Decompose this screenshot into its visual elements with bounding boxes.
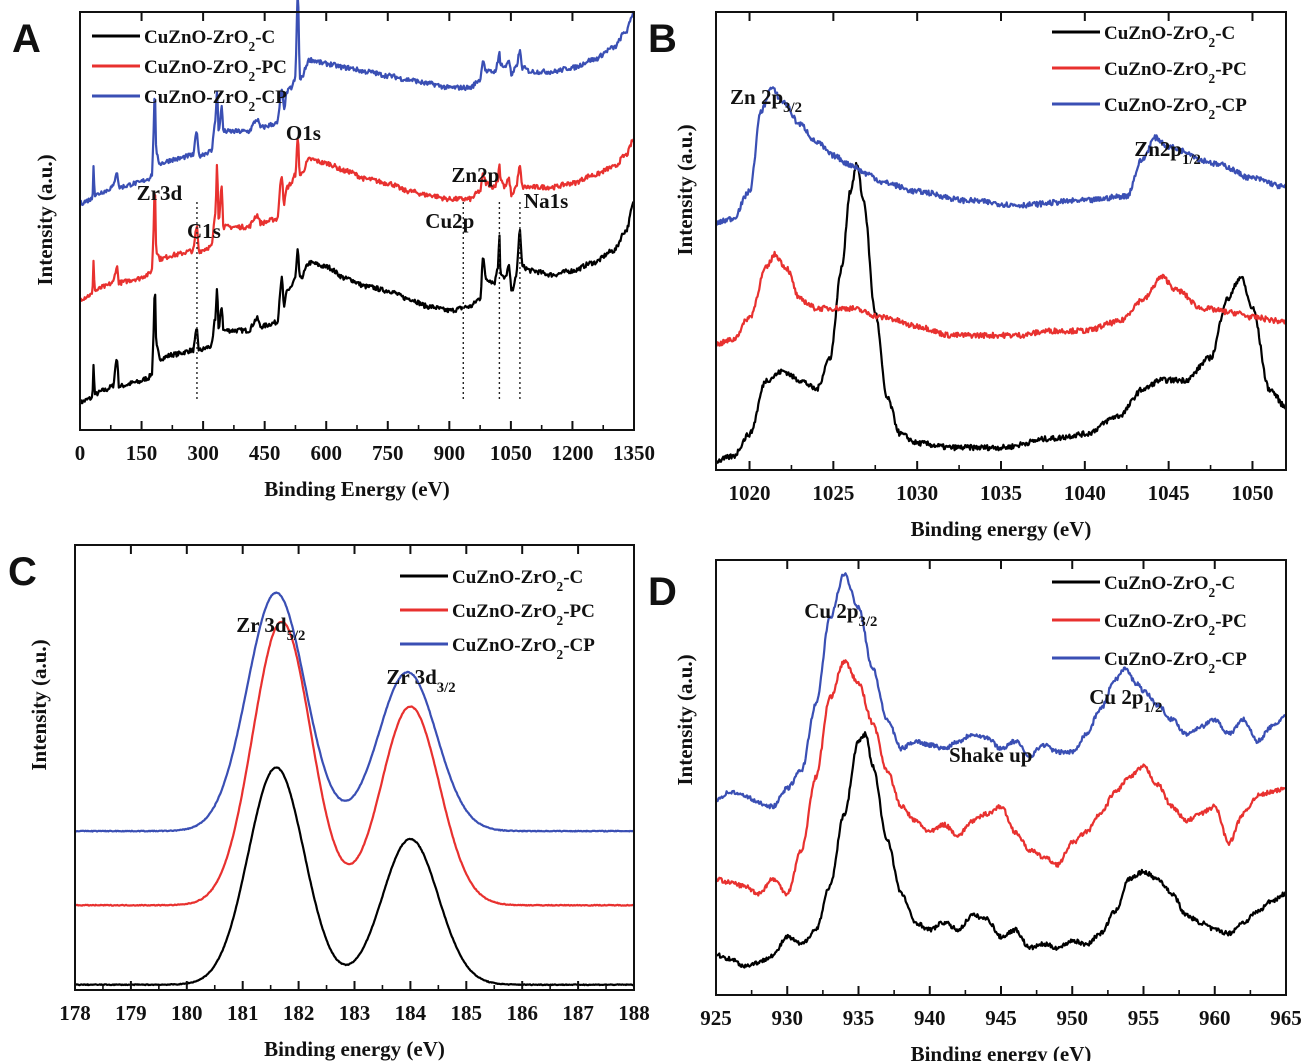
x-tick-label: 1200 bbox=[551, 441, 593, 465]
peak-annotation: Shake up bbox=[949, 743, 1032, 767]
series-line-c bbox=[715, 731, 1287, 969]
legend-label-cp: CuZnO-ZrO2-CP bbox=[1104, 95, 1247, 122]
x-tick-label: 1040 bbox=[1064, 481, 1106, 505]
panel-letter: C bbox=[8, 550, 37, 594]
panel-a: A 0 150 300 450 600 750 900 1050 1200 1350 Binding … bbox=[12, 0, 655, 501]
legend-label-c: CuZnO-ZrO2-C bbox=[1104, 23, 1235, 50]
x-tick-label: 1020 bbox=[729, 481, 771, 505]
panel-letter: B bbox=[648, 17, 677, 61]
legend-label-pc: CuZnO-ZrO2-PC bbox=[144, 57, 287, 84]
x-tick-label: 1045 bbox=[1148, 481, 1190, 505]
x-tick-label: 185 bbox=[451, 1001, 483, 1025]
panel-letter: D bbox=[648, 570, 677, 614]
peak-annotation: Zn2p bbox=[451, 163, 499, 187]
panel-c: C 178 179 180 181 182 183 184 185 186 187 188 Bindin… bbox=[8, 544, 650, 1061]
x-tick-label: 1035 bbox=[980, 481, 1022, 505]
peak-annotation: O1s bbox=[286, 121, 321, 145]
peak-annotation: Zr 3d3/2 bbox=[386, 665, 455, 696]
x-tick-label: 180 bbox=[171, 1001, 203, 1025]
legend-label-pc: CuZnO-ZrO2-PC bbox=[1104, 611, 1247, 638]
series-line-c bbox=[714, 161, 1288, 465]
x-tick-label: 182 bbox=[283, 1001, 315, 1025]
peak-annotation: Cu2p bbox=[425, 209, 474, 233]
peak-annotation: Zn2p1/2 bbox=[1134, 137, 1201, 168]
x-tick-label: 965 bbox=[1270, 1006, 1302, 1030]
x-tick-label: 188 bbox=[618, 1001, 650, 1025]
x-tick-label: 179 bbox=[115, 1001, 147, 1025]
x-tick-label: 950 bbox=[1057, 1006, 1089, 1030]
series-line-pc bbox=[74, 620, 635, 907]
x-tick-label: 925 bbox=[700, 1006, 732, 1030]
series-line-cp bbox=[74, 591, 635, 833]
y-axis-label: Intensity (a.u.) bbox=[673, 124, 697, 255]
x-tick-label: 945 bbox=[985, 1006, 1017, 1030]
x-tick-label: 930 bbox=[772, 1006, 804, 1030]
y-axis-label: Intensity (a.u.) bbox=[673, 654, 697, 785]
x-tick-label: 0 bbox=[75, 441, 86, 465]
peak-annotation: Zn 2p3/2 bbox=[730, 85, 802, 116]
x-tick-label: 600 bbox=[310, 441, 342, 465]
legend-label-pc: CuZnO-ZrO2-PC bbox=[452, 601, 595, 628]
legend-label-cp: CuZnO-ZrO2-CP bbox=[1104, 649, 1247, 676]
x-tick-label: 1030 bbox=[896, 481, 938, 505]
series-line-pc bbox=[79, 137, 635, 302]
x-axis-label: Binding energy (eV) bbox=[911, 1042, 1092, 1061]
x-tick-label: 935 bbox=[843, 1006, 875, 1030]
x-tick-label: 184 bbox=[395, 1001, 427, 1025]
x-tick-label: 1025 bbox=[812, 481, 854, 505]
series-line-pc bbox=[715, 250, 1287, 348]
x-tick-label: 940 bbox=[914, 1006, 946, 1030]
series-line-c bbox=[74, 766, 635, 987]
series-line-c bbox=[78, 201, 636, 405]
x-axis-label: Binding energy (eV) bbox=[264, 1037, 445, 1061]
x-tick-label: 960 bbox=[1199, 1006, 1231, 1030]
peak-annotation: Cu 2p1/2 bbox=[1089, 685, 1162, 716]
legend-label-cp: CuZnO-ZrO2-CP bbox=[452, 635, 595, 662]
x-tick-label: 183 bbox=[339, 1001, 371, 1025]
plot-frame bbox=[715, 11, 1287, 471]
x-tick-label: 150 bbox=[126, 441, 158, 465]
peak-annotation: Zr3d bbox=[137, 181, 183, 205]
series-line-cp bbox=[78, 0, 635, 207]
x-tick-label: 300 bbox=[187, 441, 219, 465]
legend-label-cp: CuZnO-ZrO2-CP bbox=[144, 87, 287, 114]
x-tick-label: 450 bbox=[249, 441, 281, 465]
legend-label-c: CuZnO-ZrO2-C bbox=[1104, 573, 1235, 600]
x-tick-label: 1050 bbox=[1231, 481, 1273, 505]
series-line-pc bbox=[714, 659, 1287, 897]
panel-b: B 1020 1025 1030 1035 1040 1045 1050 Binding ene… bbox=[648, 11, 1288, 541]
x-tick-label: 1050 bbox=[490, 441, 532, 465]
panel-d: D 925 930 935 940 945 950 955 960 965 Binding ener… bbox=[648, 559, 1302, 1061]
x-axis-label: Binding Energy (eV) bbox=[264, 477, 450, 501]
y-axis-label: Intensity (a.u.) bbox=[27, 639, 51, 770]
y-axis-label: Intensity (a.u.) bbox=[33, 154, 57, 285]
x-axis-label: Binding energy (eV) bbox=[911, 517, 1092, 541]
series-line-cp bbox=[714, 86, 1287, 226]
legend-label-pc: CuZnO-ZrO2-PC bbox=[1104, 59, 1247, 86]
panel-letter: A bbox=[12, 17, 41, 61]
peak-annotation: Zr 3d5/2 bbox=[236, 613, 305, 644]
legend-label-c: CuZnO-ZrO2-C bbox=[452, 567, 583, 594]
peak-annotation: C1s bbox=[187, 219, 221, 243]
legend-label-c: CuZnO-ZrO2-C bbox=[144, 27, 275, 54]
x-tick-label: 900 bbox=[434, 441, 466, 465]
peak-annotation: Cu 2p3/2 bbox=[804, 599, 877, 630]
x-tick-label: 1350 bbox=[613, 441, 655, 465]
x-tick-label: 186 bbox=[506, 1001, 538, 1025]
x-tick-label: 181 bbox=[227, 1001, 259, 1025]
x-tick-label: 178 bbox=[59, 1001, 91, 1025]
x-tick-label: 187 bbox=[562, 1001, 594, 1025]
x-tick-label: 955 bbox=[1128, 1006, 1160, 1030]
peak-annotation: Na1s bbox=[524, 189, 568, 213]
x-tick-label: 750 bbox=[372, 441, 404, 465]
series-line-cp bbox=[715, 572, 1287, 810]
